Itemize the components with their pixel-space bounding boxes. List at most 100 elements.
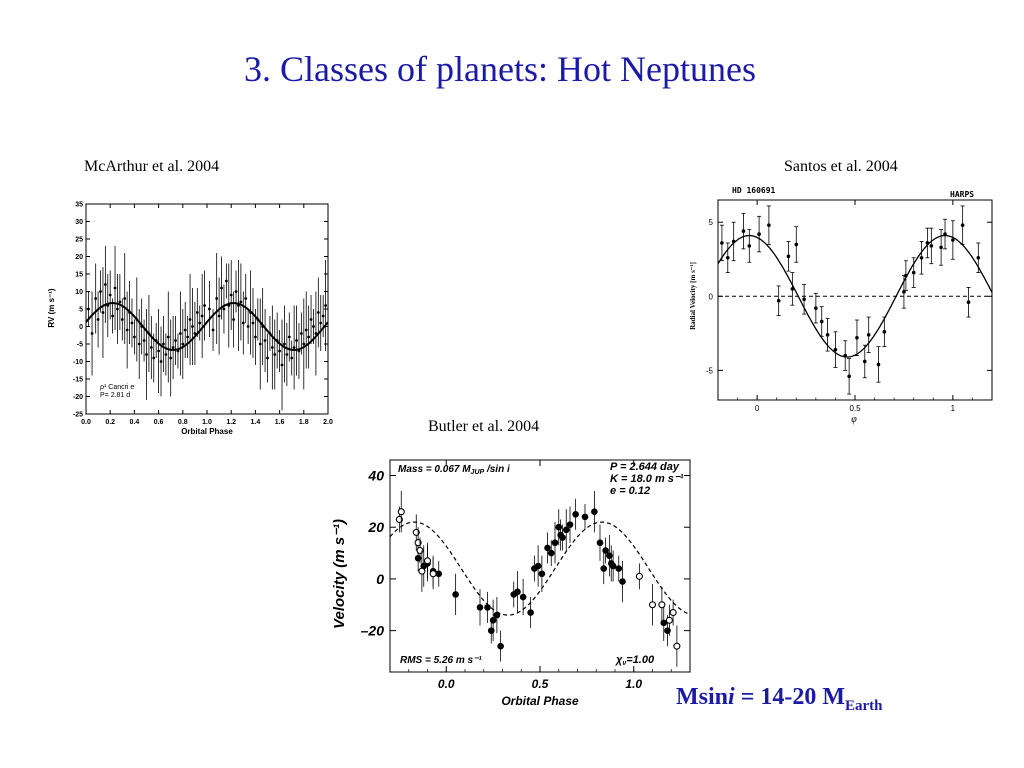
butler-filled-point	[606, 552, 613, 559]
mcarthur-data-point	[312, 325, 315, 328]
mcarthur-annotation-1: ρ¹ Cancri e	[100, 384, 134, 391]
santos-data-point	[976, 255, 981, 260]
santos-data-point	[866, 333, 871, 337]
mcarthur-data-point	[164, 353, 168, 356]
mcarthur-x-tick-label: 0.4	[130, 419, 140, 426]
mcarthur-y-tick-label: -5	[77, 342, 83, 349]
butler-filled-point	[664, 627, 671, 634]
mcarthur-data-point	[137, 342, 141, 346]
mcarthur-data-points	[87, 246, 327, 411]
mcarthur-y-tick-label: 15	[75, 272, 83, 279]
butler-filled-point	[534, 562, 542, 570]
mcarthur-data-point	[309, 318, 313, 321]
mcarthur-data-point	[254, 335, 257, 339]
butler-filled-point	[519, 593, 527, 601]
mcarthur-data-point	[319, 321, 323, 325]
butler-y-label: Velocity (m s⁻¹)	[331, 519, 348, 629]
mcarthur-y-tick-label: 20	[75, 254, 83, 261]
mcarthur-data-point	[222, 307, 226, 311]
santos-data-point	[720, 241, 724, 245]
mcarthur-data-point	[171, 346, 175, 349]
santos-model-curve	[717, 234, 993, 358]
santos-data-point	[876, 362, 881, 367]
mcarthur-x-ticks: 0.0 0.2 0.4 0.6 0.8 1.0 1.2 1.4 1.6 1.8 2.0	[81, 204, 333, 426]
mcarthur-data-point	[307, 335, 311, 339]
mcarthur-data-point	[278, 349, 281, 353]
mcarthur-data-point	[203, 304, 206, 307]
mcarthur-x-tick-label: 1.4	[251, 419, 261, 426]
mcarthur-data-point	[152, 356, 156, 360]
mcarthur-y-tick-label: 5	[79, 307, 83, 314]
mcarthur-x-tick-label: 1.8	[299, 419, 309, 426]
butler-filled-point	[572, 510, 579, 518]
mcarthur-y-tick-label: -20	[73, 394, 83, 401]
mcarthur-data-point	[142, 339, 146, 342]
mcarthur-data-point	[118, 300, 122, 304]
butler-mass-annotation: Mass = 0.067 MJUP /sin i	[398, 464, 510, 476]
mcarthur-data-point	[96, 318, 100, 321]
mcarthur-data-point	[181, 342, 185, 346]
butler-open-point	[665, 616, 673, 624]
butler-y-ticks: 40 20 0 –20	[361, 468, 690, 639]
mcarthur-x-tick-label: 1.2	[226, 419, 236, 426]
mcarthur-data-point	[186, 335, 190, 339]
santos-data-point	[855, 335, 859, 340]
butler-y-tick-label: –20	[361, 623, 385, 639]
mcarthur-x-tick-label: 0.2	[105, 419, 115, 426]
mcarthur-data-point	[123, 297, 127, 300]
mcarthur-x-tick-label: 0.8	[178, 419, 188, 426]
santos-data-point	[776, 298, 781, 303]
butler-open-point	[673, 642, 681, 650]
mcarthur-data-point	[108, 293, 112, 297]
butler-period-annotation: P = 2.644 day	[610, 461, 680, 473]
mcarthur-data-point	[324, 304, 327, 307]
santos-figure: 0 0.5 1 5 0 -5 HD 160691 HARPS φ Radial Velo…	[680, 180, 1000, 425]
butler-filled-point	[581, 513, 589, 521]
mcarthur-data-point	[287, 335, 291, 339]
santos-data-point	[814, 306, 818, 310]
butler-x-tick-label: 0.5	[532, 677, 549, 691]
mcarthur-chart: 0.0 0.2 0.4 0.6 0.8 1.0 1.2 1.4 1.6 1.8 2.0 35 30 25…	[47, 202, 333, 437]
santos-y-tick-label: -5	[706, 366, 714, 375]
santos-data-point	[911, 270, 916, 275]
mcarthur-y-ticks: 35 30 25 20 15 10 5 0 -5 -10 -15 -20 -25	[73, 202, 328, 419]
santos-data-point	[725, 255, 730, 260]
mcarthur-data-point	[198, 321, 202, 325]
mcarthur-data-point	[229, 293, 233, 297]
mcarthur-data-point	[178, 332, 182, 335]
mcarthur-data-point	[215, 297, 219, 300]
santos-data-point	[966, 300, 971, 305]
butler-data-points	[395, 491, 681, 667]
mcarthur-y-tick-label: -15	[73, 377, 83, 384]
santos-data-point	[929, 244, 934, 248]
mcarthur-data-point	[133, 335, 136, 339]
mcarthur-data-point	[290, 356, 294, 360]
mcarthur-data-point	[283, 342, 286, 346]
mcarthur-annotation-2: P= 2.81 d	[100, 392, 130, 399]
butler-open-point	[418, 567, 426, 575]
mcarthur-data-point	[316, 311, 320, 314]
mcarthur-data-point	[273, 353, 277, 356]
mcarthur-x-tick-label: 0.6	[154, 419, 164, 426]
butler-x-tick-label: 1.0	[625, 677, 642, 691]
mcarthur-figure: 0.0 0.2 0.4 0.6 0.8 1.0 1.2 1.4 1.6 1.8 2.0 35 30 25…	[40, 192, 340, 454]
mcarthur-x-tick-label: 1.6	[275, 419, 285, 426]
mcarthur-data-point	[266, 356, 269, 360]
santos-data-point	[939, 245, 943, 250]
santos-data-point	[802, 297, 806, 302]
santos-data-point	[757, 232, 761, 236]
santos-data-point	[960, 223, 965, 227]
butler-filled-point	[562, 526, 570, 534]
mcarthur-model-curve	[85, 302, 329, 351]
santos-label-right: HARPS	[950, 190, 974, 199]
butler-open-point	[429, 570, 437, 578]
butler-filled-point	[551, 539, 559, 547]
caption-mcarthur: McArthur et al. 2004	[84, 158, 220, 175]
mcarthur-data-point	[162, 342, 165, 346]
butler-figure: 0.0 0.5 1.0 40 20 0 –20 Mass = 0.067 MJUP /si…	[320, 450, 700, 712]
mcarthur-y-tick-label: -10	[73, 359, 83, 366]
santos-x-ticks: 0 0.5 1	[717, 200, 993, 413]
butler-y-tick-label: 0	[376, 571, 384, 587]
mcarthur-x-tick-label: 2.0	[323, 419, 333, 426]
mcarthur-data-point	[251, 321, 255, 325]
